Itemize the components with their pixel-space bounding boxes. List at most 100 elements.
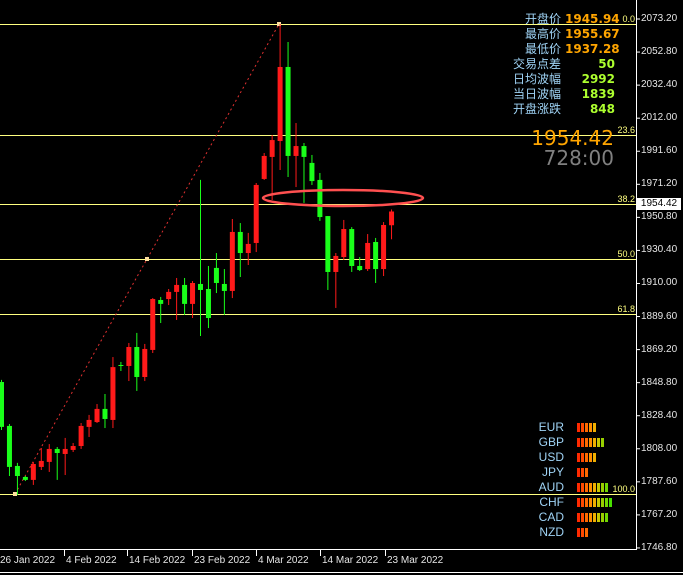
candle <box>38 447 44 471</box>
highlight-ellipse[interactable] <box>261 188 425 208</box>
candle-body <box>341 229 347 258</box>
price-tick-label: 1869.20 <box>641 343 678 355</box>
price-tick-label: 1746.80 <box>641 541 678 553</box>
candle-body <box>221 283 227 291</box>
info-row: 开盘涨跌 848 <box>513 102 615 117</box>
info-value: 1955.67 <box>565 27 620 41</box>
candle <box>150 298 156 354</box>
candle <box>205 265 211 329</box>
candle <box>190 281 196 319</box>
currency-label: USD <box>538 450 564 464</box>
price-tick-label: 1828.40 <box>641 409 678 421</box>
candle <box>261 153 267 180</box>
axis-ticks <box>64 18 640 556</box>
currency-label: JPY <box>541 465 564 479</box>
info-value: 848 <box>589 102 615 116</box>
fib-level-label: 23.6 <box>617 124 635 135</box>
strength-segment <box>577 513 580 522</box>
candle-body <box>277 66 283 142</box>
candle-body <box>245 243 251 254</box>
candle <box>309 154 315 185</box>
strength-segment <box>601 483 604 492</box>
candle-body <box>190 282 196 304</box>
info-value: 1945.94 <box>565 12 620 26</box>
price-tick-label: 2073.20 <box>641 13 678 24</box>
strength-segment <box>593 453 596 462</box>
strength-segment <box>581 423 584 432</box>
candle <box>317 172 323 221</box>
fibonacci-trendline[interactable] <box>13 22 281 496</box>
info-value: 2992 <box>581 72 615 86</box>
strength-segment <box>577 498 580 507</box>
trendline-handle[interactable] <box>277 22 281 27</box>
info-label: 日均波幅 <box>512 72 561 86</box>
price-tick-label: 1889.60 <box>641 310 678 322</box>
price-tick-label: 2032.40 <box>641 79 678 91</box>
info-row: 交易点差 50 <box>513 57 615 72</box>
candle <box>229 218 235 299</box>
candle-body <box>198 283 203 290</box>
strength-segment <box>605 513 608 522</box>
info-row: 最高价 1955.67 <box>525 27 620 42</box>
current-price-display: 1954.42 <box>531 126 614 150</box>
strength-segment <box>581 468 584 477</box>
trendline-handle[interactable] <box>145 257 149 262</box>
candle-body <box>174 284 180 292</box>
price-tick-label: 2052.80 <box>641 46 678 58</box>
candle <box>102 394 108 429</box>
currency-label: AUD <box>538 480 564 494</box>
price-tick-label: 1950.80 <box>641 211 678 223</box>
candle-body <box>357 265 363 271</box>
fib-level-label: 38.2 <box>617 193 635 204</box>
info-label: 当日波幅 <box>512 87 561 101</box>
strength-segment <box>601 513 604 522</box>
time-tick-label: 14 Mar 2022 <box>322 555 379 566</box>
strength-segment <box>585 438 588 447</box>
info-label: 交易点差 <box>512 57 561 71</box>
candle-body <box>365 242 371 270</box>
candle <box>198 179 203 336</box>
fib-level-label: 0.0 <box>622 13 635 24</box>
price-tick-label: 1930.40 <box>641 244 678 256</box>
candle <box>94 404 100 424</box>
candle-body <box>237 231 243 254</box>
candle <box>158 296 164 324</box>
candle <box>237 223 243 277</box>
candle <box>253 183 259 253</box>
info-row: 最低价 1937.28 <box>524 42 620 57</box>
candle-body <box>30 464 36 480</box>
strength-segment <box>577 453 580 462</box>
candle-body <box>134 347 140 377</box>
candle-body <box>14 465 20 477</box>
candle-body <box>142 348 148 377</box>
info-value: 1839 <box>581 87 615 101</box>
candle-body <box>381 224 387 270</box>
candle <box>293 123 299 188</box>
candle <box>78 423 84 449</box>
strength-segment <box>581 528 584 537</box>
candle <box>174 277 180 320</box>
price-tick-label: 1971.20 <box>641 178 678 190</box>
strength-segment <box>581 453 584 462</box>
strength-segment <box>597 438 600 447</box>
strength-segment <box>585 498 588 507</box>
info-row: 日均波幅 2992 <box>513 72 615 87</box>
current-price-tag: 1954.42 <box>637 198 681 210</box>
price-tick-label: 1910.00 <box>641 277 678 289</box>
trendline-handle[interactable] <box>13 491 17 496</box>
time-tick-label: 26 Jan 2022 <box>0 555 56 566</box>
info-label: 开盘涨跌 <box>512 102 561 116</box>
candle-body <box>166 291 172 300</box>
candle <box>134 332 140 391</box>
strength-segment <box>601 438 604 447</box>
price-tick-label: 1848.80 <box>641 376 678 388</box>
candle <box>62 437 68 476</box>
candle <box>213 253 219 294</box>
strength-segment <box>593 498 596 507</box>
candle <box>341 219 347 260</box>
strength-segment <box>597 498 600 507</box>
strength-segment <box>585 513 588 522</box>
candle-body <box>229 231 235 291</box>
info-label: 最低价 <box>524 42 561 56</box>
